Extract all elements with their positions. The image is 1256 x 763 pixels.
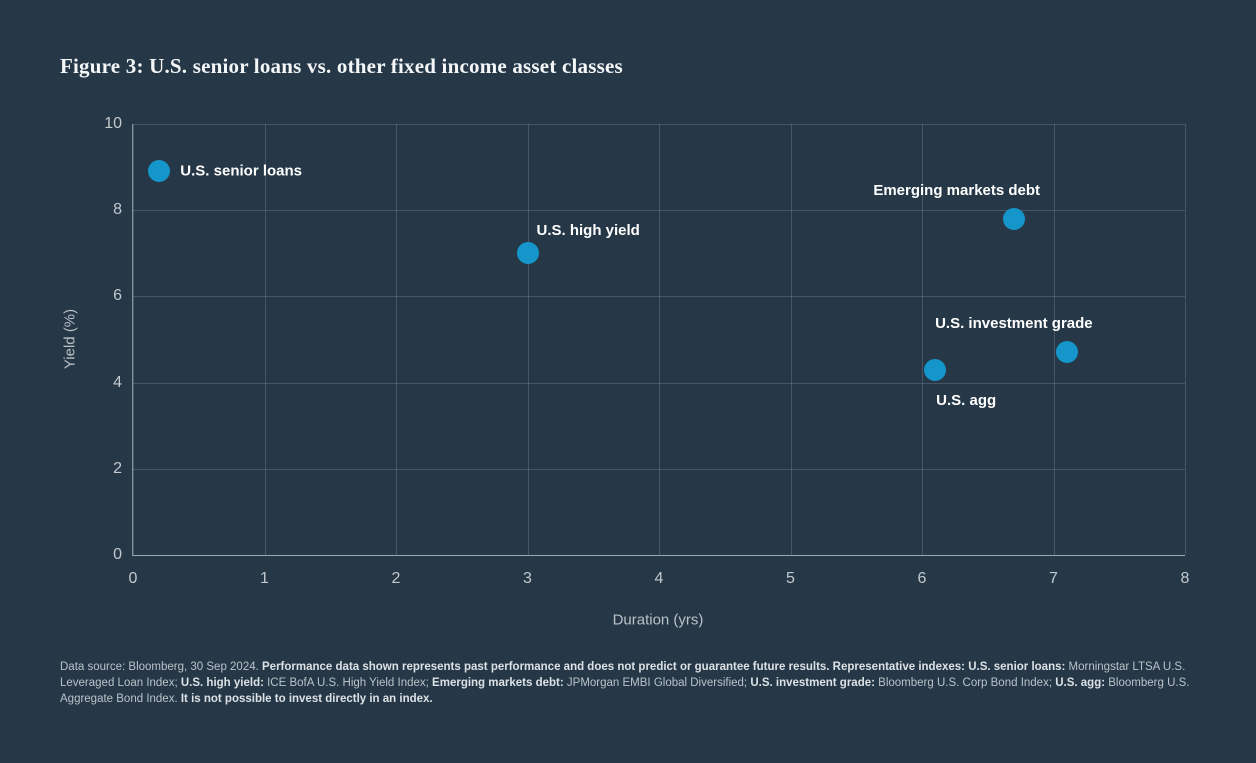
gridline-horizontal xyxy=(133,382,1185,384)
point-label: Emerging markets debt xyxy=(873,181,1041,199)
gridline-horizontal xyxy=(133,210,1185,212)
point-marker-circle xyxy=(516,242,539,265)
point-label: U.S. high yield xyxy=(536,222,640,240)
point-marker-circle xyxy=(148,160,171,183)
gridline-vertical xyxy=(1053,124,1055,555)
footnote-segment: Bloomberg U.S. Aggregate Bond Index. xyxy=(60,677,1190,705)
footnote: Data source: Bloomberg, 30 Sep 2024. Per… xyxy=(60,659,1198,707)
footnote-segment: Morningstar LTSA U.S. Leveraged Loan Ind… xyxy=(60,661,1186,689)
gridline-horizontal xyxy=(133,468,1185,470)
y-tick-label: 0 xyxy=(113,546,122,563)
y-tick-label: 6 xyxy=(113,287,122,305)
point-label: U.S. investment grade xyxy=(935,315,1093,333)
x-tick-label: 8 xyxy=(1180,570,1190,587)
y-tick-label: 2 xyxy=(113,459,122,477)
gridline-vertical xyxy=(396,124,397,555)
footnote-segment: JPMorgan EMBI Global Diversified; xyxy=(563,677,751,689)
figure-title: Figure 3: U.S. senior loans vs. other fi… xyxy=(60,54,623,78)
y-tick-label: 4 xyxy=(113,373,122,391)
y-tick-label: 10 xyxy=(104,115,122,132)
point-label: U.S. agg xyxy=(936,391,997,409)
gridline-vertical xyxy=(264,124,266,555)
footnote-segment: Performance data shown represents past p… xyxy=(262,661,1066,673)
footnote-segment: It is not possible to invest directly in… xyxy=(180,693,433,705)
footnote-segment: U.S. high yield: xyxy=(180,677,264,689)
y-tick-label: 8 xyxy=(113,201,122,219)
gridline-vertical xyxy=(790,124,792,555)
gridline-horizontal xyxy=(133,555,1185,556)
point-marker-circle xyxy=(1055,341,1078,364)
footnote-segment: Data source: Bloomberg, 30 Sep 2024. xyxy=(60,661,263,673)
footnote-segment: U.S. investment grade: xyxy=(750,677,875,689)
x-tick-label: 0 xyxy=(128,570,138,587)
x-tick-label: 5 xyxy=(786,570,795,587)
x-tick-label: 3 xyxy=(523,570,532,587)
x-tick-label: 7 xyxy=(1049,570,1058,587)
footnote-segment: ICE BofA U.S. High Yield Index; xyxy=(263,677,433,689)
point-marker-circle xyxy=(924,358,947,381)
x-tick-label: 2 xyxy=(391,570,401,587)
footnote-segment: Emerging markets debt: xyxy=(432,677,564,689)
gridline-horizontal xyxy=(133,296,1185,298)
y-axis-title: Yield (%) xyxy=(61,308,79,370)
point-label: U.S. senior loans xyxy=(180,162,302,180)
gridline-vertical xyxy=(527,124,529,555)
gridline-vertical xyxy=(133,124,134,555)
x-tick-label: 4 xyxy=(654,570,664,587)
footnote-segment: Bloomberg U.S. Corp Bond Index; xyxy=(874,677,1056,689)
x-axis-title: Duration (yrs) xyxy=(612,611,704,629)
gridline-vertical xyxy=(659,124,660,555)
x-tick-label: 1 xyxy=(260,570,269,587)
x-tick-label: 6 xyxy=(917,570,927,587)
gridline-vertical xyxy=(922,124,923,555)
plot-area: 0 1 2 3 4 5 6 7 8 0 2 4 6 8 10 U.S. senior loans U.S. hi… xyxy=(104,115,1189,587)
point-marker-circle xyxy=(1003,207,1026,230)
gridline-vertical xyxy=(1185,124,1186,555)
gridline-horizontal xyxy=(133,124,1185,125)
footnote-segment: U.S. agg: xyxy=(1055,677,1106,689)
